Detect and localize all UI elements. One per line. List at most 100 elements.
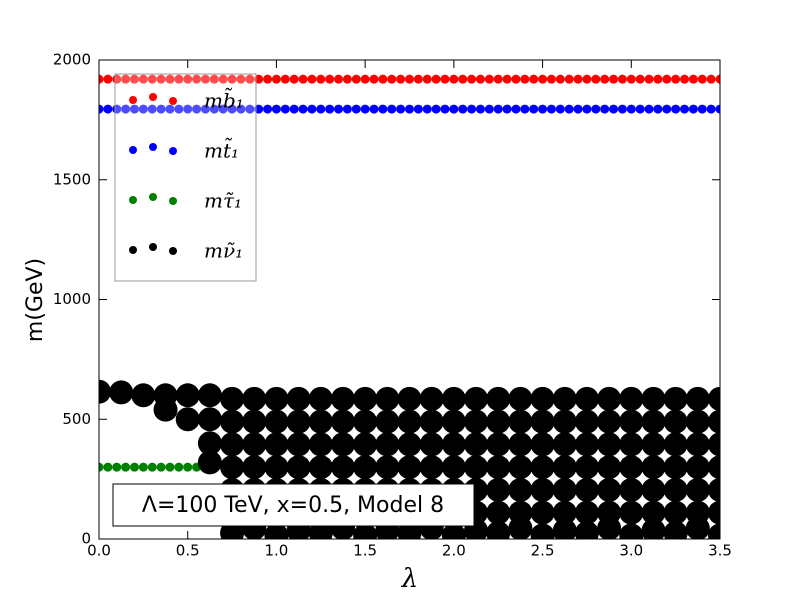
legend-marker	[149, 193, 157, 201]
data-point	[685, 477, 710, 502]
y-axis-label: m(GeV)	[23, 258, 48, 342]
data-point	[289, 74, 299, 84]
data-point	[353, 409, 378, 434]
data-point	[220, 432, 245, 457]
data-point	[422, 104, 432, 114]
data-point	[375, 409, 400, 434]
data-point	[555, 104, 565, 114]
data-point	[486, 521, 511, 539]
data-point	[440, 104, 450, 114]
data-point	[121, 104, 131, 114]
legend-label: mt̃₁	[204, 136, 239, 162]
data-point	[685, 455, 710, 480]
data-point	[308, 386, 333, 411]
data-point	[475, 104, 485, 114]
data-point	[289, 104, 299, 114]
data-point	[129, 462, 139, 472]
data-point	[209, 104, 219, 114]
data-point	[635, 104, 645, 114]
data-point	[458, 104, 468, 114]
data-point	[626, 74, 636, 84]
data-point	[441, 386, 466, 411]
data-point	[538, 74, 548, 84]
data-point	[422, 74, 432, 84]
data-point	[99, 104, 104, 114]
data-point	[591, 74, 601, 84]
data-point	[419, 455, 444, 480]
data-point	[511, 74, 521, 84]
data-point	[156, 74, 166, 84]
data-point	[431, 74, 441, 84]
data-point	[464, 386, 489, 411]
data-point	[706, 104, 716, 114]
data-point	[574, 477, 599, 502]
data-point	[641, 518, 666, 539]
data-point	[353, 455, 378, 480]
data-point	[298, 104, 308, 114]
data-point	[138, 74, 148, 84]
data-point	[573, 74, 583, 84]
annotation-box	[112, 483, 475, 527]
data-point	[330, 455, 355, 480]
data-point	[286, 455, 311, 480]
data-point	[597, 432, 622, 457]
data-point	[688, 74, 698, 84]
data-point	[121, 74, 131, 84]
data-point	[685, 516, 710, 539]
data-point	[552, 518, 577, 539]
data-point	[175, 383, 200, 408]
data-point	[493, 74, 503, 84]
data-point	[147, 462, 157, 472]
data-point	[183, 462, 193, 472]
data-point	[353, 386, 378, 411]
data-point	[286, 409, 311, 434]
data-point	[264, 409, 289, 434]
data-point	[552, 477, 577, 502]
data-point	[183, 74, 193, 84]
data-point	[555, 74, 565, 84]
data-point	[619, 500, 644, 525]
data-point	[641, 500, 666, 525]
legend-marker	[169, 97, 177, 105]
data-point	[644, 74, 654, 84]
data-point	[271, 104, 281, 114]
data-point	[597, 477, 622, 502]
data-point	[413, 104, 423, 114]
data-point	[552, 455, 577, 480]
legend-marker	[129, 146, 137, 154]
data-point	[663, 521, 688, 539]
data-point	[662, 74, 672, 84]
data-point	[316, 74, 326, 84]
data-point	[441, 409, 466, 434]
data-point	[715, 74, 720, 84]
data-point	[369, 74, 379, 84]
data-point	[597, 386, 622, 411]
data-point	[475, 74, 485, 84]
data-point	[378, 104, 388, 114]
data-point	[405, 104, 414, 114]
data-point	[546, 104, 556, 114]
data-point	[192, 74, 202, 84]
data-point	[600, 74, 610, 84]
data-point	[574, 455, 599, 480]
legend-marker	[149, 243, 157, 251]
data-point	[493, 104, 503, 114]
data-point	[708, 455, 720, 480]
data-point	[600, 104, 610, 114]
data-point	[520, 74, 530, 84]
data-point	[641, 432, 666, 457]
x-tick-label: 1.0	[264, 542, 288, 560]
data-point	[530, 455, 555, 480]
data-point	[617, 104, 627, 114]
data-point	[685, 386, 710, 411]
legend-marker	[149, 143, 157, 151]
data-point	[663, 386, 688, 411]
data-point	[263, 74, 273, 84]
data-point	[242, 432, 267, 457]
data-point	[508, 455, 533, 480]
data-point	[653, 104, 663, 114]
data-point	[165, 74, 175, 84]
data-point	[112, 74, 122, 84]
data-point	[609, 104, 619, 114]
